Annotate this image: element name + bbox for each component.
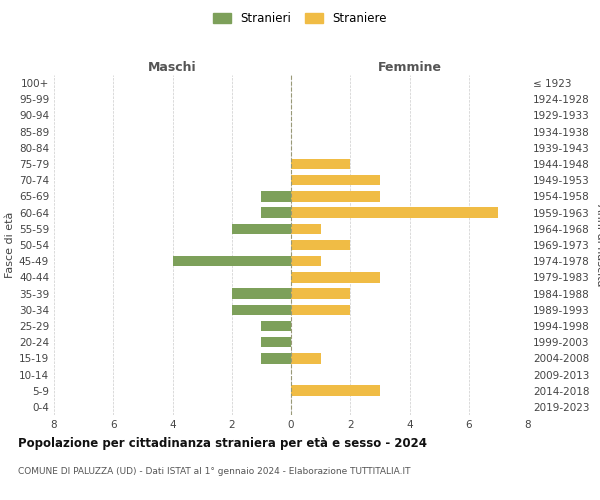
Bar bbox=[262, 208, 291, 218]
Text: Popolazione per cittadinanza straniera per età e sesso - 2024: Popolazione per cittadinanza straniera p… bbox=[18, 438, 427, 450]
Text: COMUNE DI PALUZZA (UD) - Dati ISTAT al 1° gennaio 2024 - Elaborazione TUTTITALIA: COMUNE DI PALUZZA (UD) - Dati ISTAT al 1… bbox=[18, 468, 410, 476]
Legend: Stranieri, Straniere: Stranieri, Straniere bbox=[209, 8, 391, 28]
Bar bbox=[291, 386, 380, 396]
Bar bbox=[291, 175, 380, 186]
Bar bbox=[291, 191, 380, 202]
Bar bbox=[291, 288, 350, 299]
Bar bbox=[291, 272, 380, 282]
Text: Maschi: Maschi bbox=[148, 61, 197, 74]
Bar bbox=[262, 191, 291, 202]
Bar bbox=[262, 320, 291, 331]
Bar bbox=[291, 240, 350, 250]
Bar bbox=[291, 224, 320, 234]
Bar bbox=[291, 304, 350, 315]
Bar bbox=[232, 224, 291, 234]
Bar bbox=[173, 256, 291, 266]
Bar bbox=[291, 256, 320, 266]
Bar bbox=[291, 353, 320, 364]
Bar bbox=[232, 304, 291, 315]
Bar bbox=[262, 337, 291, 347]
Bar bbox=[291, 159, 350, 170]
Bar bbox=[232, 288, 291, 299]
Y-axis label: Fasce di età: Fasce di età bbox=[5, 212, 15, 278]
Bar bbox=[291, 208, 499, 218]
Text: Femmine: Femmine bbox=[377, 61, 442, 74]
Y-axis label: Anni di nascita: Anni di nascita bbox=[595, 204, 600, 286]
Bar bbox=[262, 353, 291, 364]
